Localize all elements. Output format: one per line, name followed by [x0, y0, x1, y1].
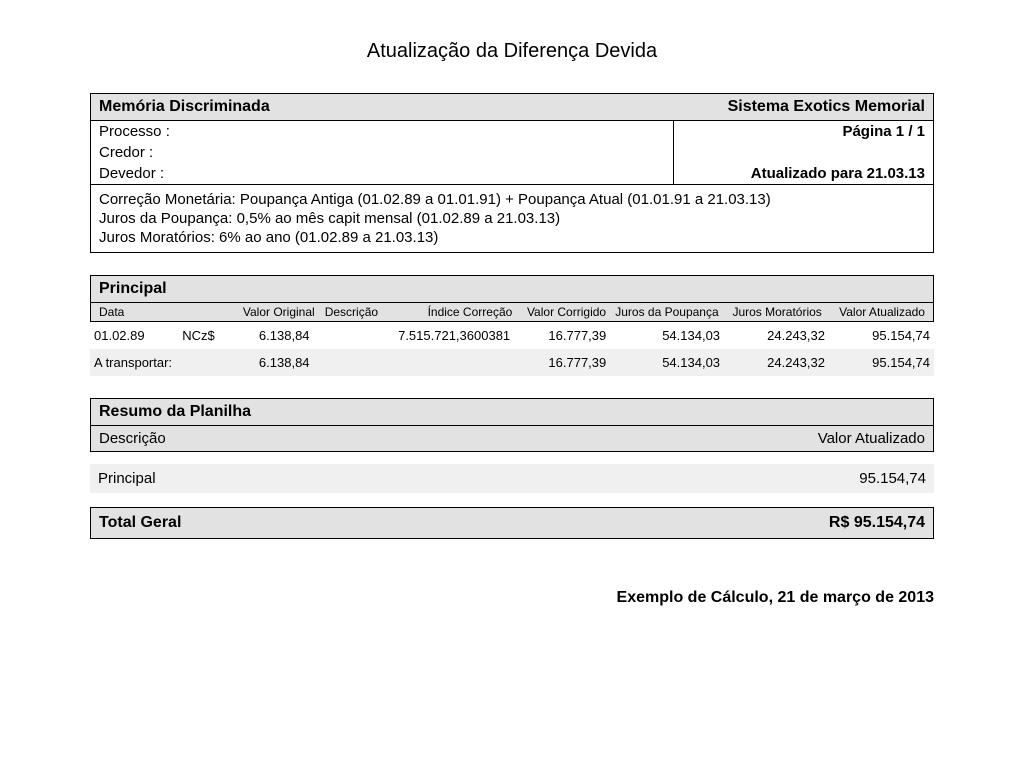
cell-indice	[376, 349, 514, 376]
cell-descricao	[314, 349, 377, 376]
resumo-row-label: Principal	[98, 470, 156, 487]
resumo-col-desc: Descrição	[99, 430, 166, 447]
cell-juros-moratorios: 24.243,32	[724, 349, 829, 376]
resumo-row: Principal 95.154,74	[90, 464, 934, 493]
cell-data: A transportar:	[90, 349, 178, 376]
credor-row: Credor :	[91, 142, 933, 163]
sistema-label: Sistema Exotics Memorial	[728, 98, 925, 116]
desc-line-2: Juros da Poupança: 0,5% ao mês capit men…	[99, 210, 925, 227]
cell-valor-original: 6.138,84	[227, 349, 313, 376]
footer-note: Exemplo de Cálculo, 21 de março de 2013	[90, 589, 934, 607]
principal-columns: Data Valor Original Descrição Índice Cor…	[91, 303, 933, 321]
credor-label: Credor :	[91, 142, 673, 163]
col-valor-atualizado: Valor Atualizado	[822, 305, 925, 319]
principal-title: Principal	[91, 276, 933, 303]
page-title: Atualização da Diferença Devida	[90, 40, 934, 63]
total-value: R$ 95.154,74	[829, 514, 925, 532]
resumo-col-val: Valor Atualizado	[818, 430, 925, 447]
col-valor-corrigido: Valor Corrigido	[512, 305, 606, 319]
cell-valor-atualizado: 95.154,74	[829, 322, 934, 349]
total-label: Total Geral	[99, 514, 181, 532]
cell-valor-original: 6.138,84	[227, 322, 313, 349]
resumo-subhead: Descrição Valor Atualizado	[91, 426, 933, 451]
cell-valor-atualizado: 95.154,74	[829, 349, 934, 376]
resumo-section: Resumo da Planilha Descrição Valor Atual…	[90, 398, 934, 493]
cell-juros-poupanca: 54.134,03	[610, 322, 724, 349]
pagina-value: Página 1 / 1	[673, 121, 933, 142]
cell-juros-moratorios: 24.243,32	[724, 322, 829, 349]
col-cur-blank	[183, 305, 230, 319]
processo-row: Processo : Página 1 / 1	[91, 120, 933, 142]
col-indice: Índice Correção	[381, 305, 512, 319]
blank-right	[673, 142, 933, 163]
col-data: Data	[99, 305, 183, 319]
desc-line-3: Juros Moratórios: 6% ao ano (01.02.89 a …	[99, 229, 925, 246]
cell-descricao	[314, 322, 377, 349]
cell-data: 01.02.89	[90, 322, 178, 349]
header-band: Memória Discriminada Sistema Exotics Mem…	[91, 94, 933, 120]
cell-currency: NCz$	[178, 322, 227, 349]
col-juros-moratorios: Juros Moratórios	[719, 305, 822, 319]
resumo-row-value: 95.154,74	[859, 470, 926, 487]
table-row: A transportar: 6.138,84 16.777,39 54.134…	[90, 349, 934, 376]
memoria-label: Memória Discriminada	[99, 98, 270, 116]
cell-juros-poupanca: 54.134,03	[610, 349, 724, 376]
desc-line-1: Correção Monetária: Poupança Antiga (01.…	[99, 191, 925, 208]
col-juros-poupanca: Juros da Poupança	[606, 305, 719, 319]
cell-indice: 7.515.721,3600381	[376, 322, 514, 349]
cell-valor-corrigido: 16.777,39	[514, 349, 610, 376]
resumo-title: Resumo da Planilha	[91, 399, 933, 426]
cell-valor-corrigido: 16.777,39	[514, 322, 610, 349]
atualizado-value: Atualizado para 21.03.13	[673, 163, 933, 184]
processo-label: Processo :	[91, 121, 673, 142]
header-box: Memória Discriminada Sistema Exotics Mem…	[90, 93, 934, 253]
principal-section: Principal Data Valor Original Descrição …	[90, 275, 934, 322]
col-valor-original: Valor Original	[230, 305, 314, 319]
description-block: Correção Monetária: Poupança Antiga (01.…	[91, 184, 933, 252]
table-row: 01.02.89 NCz$ 6.138,84 7.515.721,3600381…	[90, 322, 934, 349]
principal-table: 01.02.89 NCz$ 6.138,84 7.515.721,3600381…	[90, 322, 934, 376]
col-descricao: Descrição	[315, 305, 381, 319]
resumo-row-blank	[90, 452, 934, 464]
cell-currency	[178, 349, 227, 376]
devedor-row: Devedor : Atualizado para 21.03.13	[91, 163, 933, 184]
total-band: Total Geral R$ 95.154,74	[90, 507, 934, 539]
devedor-label: Devedor :	[91, 163, 673, 184]
